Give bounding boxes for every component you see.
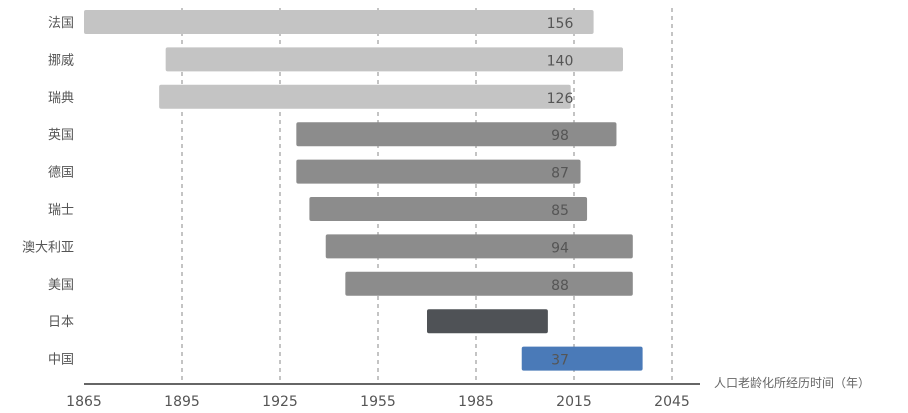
category-label: 英国	[48, 128, 74, 143]
category-label: 瑞士	[48, 203, 74, 218]
x-axis-title: 人口老龄化所经历时间（年）	[714, 376, 870, 390]
category-label: 中国	[48, 353, 74, 368]
value-label: 94	[551, 240, 569, 256]
value-label: 88	[551, 278, 569, 294]
category-label: 日本	[48, 315, 74, 330]
value-label: 37	[551, 353, 569, 369]
category-label: 澳大利亚	[22, 239, 74, 255]
category-label: 挪威	[48, 53, 74, 68]
x-tick-label: 2045	[654, 394, 690, 410]
x-tick-label: 1985	[458, 394, 494, 410]
x-tick-label: 2015	[556, 394, 592, 410]
category-label: 瑞典	[48, 91, 74, 106]
bar-8	[345, 271, 633, 296]
bar-4	[296, 122, 617, 147]
bar-3	[159, 84, 571, 109]
value-label: 126	[547, 91, 574, 107]
value-labels: 156 140 126 98 87 85 94 88 37	[547, 16, 574, 369]
x-tick-label: 1895	[164, 394, 200, 410]
x-tick-label: 1865	[66, 394, 102, 410]
bar-2	[165, 47, 623, 72]
bar-10	[521, 346, 643, 371]
category-label: 美国	[48, 278, 74, 293]
bar-7	[325, 234, 633, 259]
category-label: 法国	[48, 16, 74, 31]
x-tick-label: 1925	[262, 394, 298, 410]
bar-9	[427, 309, 548, 334]
bar-1	[84, 10, 594, 34]
value-label: 87	[551, 166, 569, 182]
value-label: 156	[547, 16, 574, 32]
category-label: 德国	[48, 166, 74, 181]
value-label: 140	[547, 53, 574, 69]
value-label: 85	[551, 203, 569, 219]
bar-6	[309, 197, 588, 221]
x-tick-label: 1955	[360, 394, 396, 410]
bars	[84, 10, 643, 371]
x-tick-labels: 1865 1895 1925 1955 1985 2015 2045	[66, 394, 690, 410]
bar-5	[296, 159, 581, 184]
value-label: 98	[551, 128, 569, 144]
